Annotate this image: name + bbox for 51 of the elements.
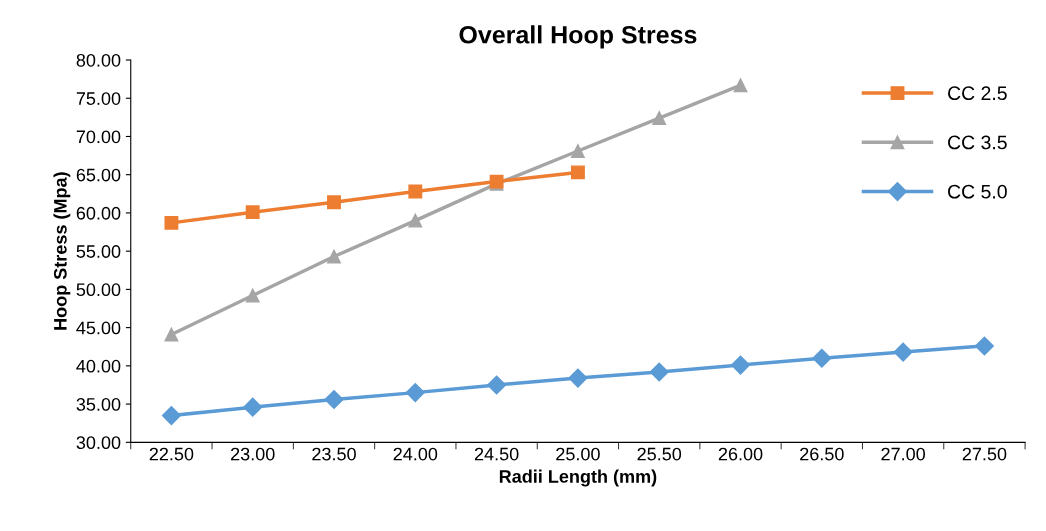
x-tick-label: 27.50 — [962, 447, 1007, 461]
point — [652, 111, 667, 126]
y-axis-title: Hoop Stress (Mpa) — [53, 172, 71, 330]
y-tick-label: 60.00 — [76, 206, 121, 220]
y-tick-label: 45.00 — [76, 321, 121, 335]
point — [324, 389, 344, 410]
x-tick-label: 27.00 — [881, 447, 926, 461]
point — [568, 368, 588, 388]
x-tick-label: 22.50 — [149, 447, 194, 461]
point — [405, 383, 425, 403]
chart-title: Overall Hoop Stress — [459, 25, 697, 49]
y-tick-label: 40.00 — [76, 359, 121, 373]
x-axis-title: Radii Length (mm) — [499, 469, 657, 487]
point — [327, 249, 341, 264]
point — [570, 165, 585, 180]
x-tick-label: 26.00 — [718, 447, 763, 461]
point — [408, 213, 423, 228]
x-tick-label: 25.50 — [637, 447, 682, 461]
point — [893, 342, 913, 362]
y-tick-label: 80.00 — [76, 53, 121, 67]
point — [408, 184, 423, 199]
x-tick-label: 23.00 — [231, 447, 275, 461]
point — [733, 78, 748, 93]
point — [974, 336, 994, 356]
point — [487, 375, 507, 395]
y-tick-label: 70.00 — [76, 130, 121, 144]
point — [327, 195, 341, 210]
y-tick-label: 30.00 — [76, 436, 121, 450]
y-tick-label: 50.00 — [76, 283, 121, 297]
legend-label: CC 2.5 — [948, 86, 1007, 101]
point — [730, 355, 751, 375]
point — [245, 205, 260, 220]
point — [164, 215, 179, 230]
point — [161, 406, 181, 426]
x-tick-label: 25.00 — [556, 447, 600, 461]
y-tick-label: 55.00 — [76, 245, 121, 258]
x-tick-label: 23.50 — [312, 447, 356, 461]
point — [164, 327, 179, 342]
point — [649, 362, 669, 382]
x-tick-label: 26.50 — [800, 447, 844, 461]
point — [245, 288, 260, 303]
x-tick-label: 24.00 — [393, 447, 438, 461]
point — [570, 144, 585, 158]
point — [812, 348, 832, 368]
y-tick-label: 75.00 — [76, 92, 121, 105]
point — [243, 397, 263, 417]
y-tick-label: 65.00 — [76, 168, 121, 182]
x-tick-label: 24.50 — [474, 447, 519, 461]
y-tick-label: 35.00 — [76, 398, 121, 411]
legend-label: CC 5.0 — [948, 184, 1007, 199]
legend-label: CC 3.5 — [948, 135, 1007, 150]
